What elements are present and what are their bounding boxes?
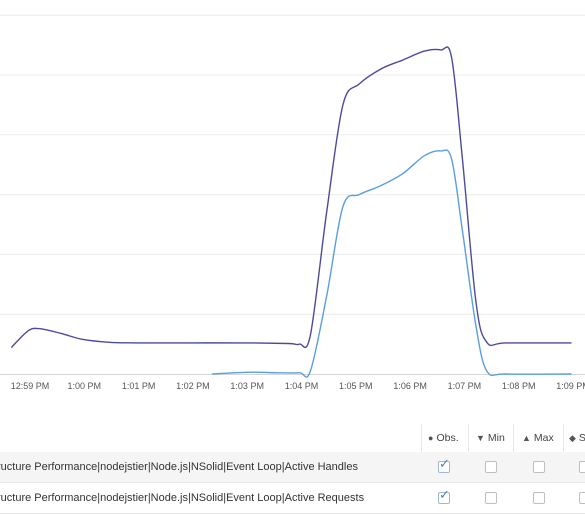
max-checkbox[interactable] xyxy=(533,492,545,504)
min-checkbox[interactable] xyxy=(485,461,497,473)
x-tick-label: 1:06 PM xyxy=(393,381,427,391)
sum-column-header[interactable]: ◆ S xyxy=(569,424,585,452)
max-checkbox[interactable] xyxy=(533,461,545,473)
min-checkbox[interactable] xyxy=(485,492,497,504)
min-column-label: Min xyxy=(487,432,505,444)
checkmark-icon: ✓ xyxy=(439,456,450,471)
checkmark-icon: ✓ xyxy=(439,487,450,502)
series-name: ructure Performance|nodejstier|Node.js|N… xyxy=(0,461,358,473)
header-divider xyxy=(563,424,564,452)
obs-column-label: Obs. xyxy=(436,432,459,444)
triangle-down-icon: ▼ xyxy=(476,433,485,443)
x-tick-label: 1:03 PM xyxy=(230,381,264,391)
x-tick-label: 1:00 PM xyxy=(68,381,102,391)
x-tick-label: 1:02 PM xyxy=(176,381,210,391)
x-tick-label: 1:07 PM xyxy=(448,381,482,391)
obs-column-header[interactable]: ● Obs. xyxy=(428,424,459,452)
obs-checkbox[interactable]: ✓ xyxy=(438,457,450,473)
legend-row-active-requests: ructure Performance|nodejstier|Node.js|N… xyxy=(0,483,585,514)
x-tick-label: 1:01 PM xyxy=(122,381,156,391)
sum-checkbox[interactable] xyxy=(579,492,585,504)
x-tick-label: 1:09 PM xyxy=(556,381,585,391)
max-column-header[interactable]: ▲ Max xyxy=(522,424,554,452)
min-column-header[interactable]: ▼ Min xyxy=(476,424,505,452)
circle-icon: ● xyxy=(428,433,434,443)
x-axis: 12:59 PM 1:00 PM 1:01 PM 1:02 PM 1:03 PM 1:04… xyxy=(11,381,585,391)
sum-checkbox[interactable] xyxy=(579,461,585,473)
sum-column-label: S xyxy=(578,432,585,444)
x-tick-label: 1:05 PM xyxy=(339,381,373,391)
x-tick-label: 12:59 PM xyxy=(11,381,50,391)
legend-row-active-handles: ructure Performance|nodejstier|Node.js|N… xyxy=(0,452,585,483)
header-divider xyxy=(513,424,514,452)
max-column-label: Max xyxy=(533,432,554,444)
series-legend-table: ● Obs. ▼ Min ▲ Max ◆ S ructure Performance|n… xyxy=(0,424,585,515)
header-divider xyxy=(468,424,469,452)
diamond-icon: ◆ xyxy=(569,433,576,443)
series-name: ructure Performance|nodejstier|Node.js|N… xyxy=(0,492,365,504)
legend-header: ● Obs. ▼ Min ▲ Max ◆ S xyxy=(0,424,585,453)
series-line-active-requests xyxy=(211,149,572,378)
series-line-active-handles xyxy=(11,46,572,349)
line-chart: 12:59 PM 1:00 PM 1:01 PM 1:02 PM 1:03 PM 1:04… xyxy=(0,14,585,391)
triangle-up-icon: ▲ xyxy=(522,433,531,443)
header-divider xyxy=(421,424,422,452)
x-tick-label: 1:04 PM xyxy=(285,381,319,391)
x-tick-label: 1:08 PM xyxy=(502,381,536,391)
chart-series xyxy=(11,46,572,378)
chart-grid xyxy=(0,14,585,375)
obs-checkbox[interactable]: ✓ xyxy=(438,488,450,504)
